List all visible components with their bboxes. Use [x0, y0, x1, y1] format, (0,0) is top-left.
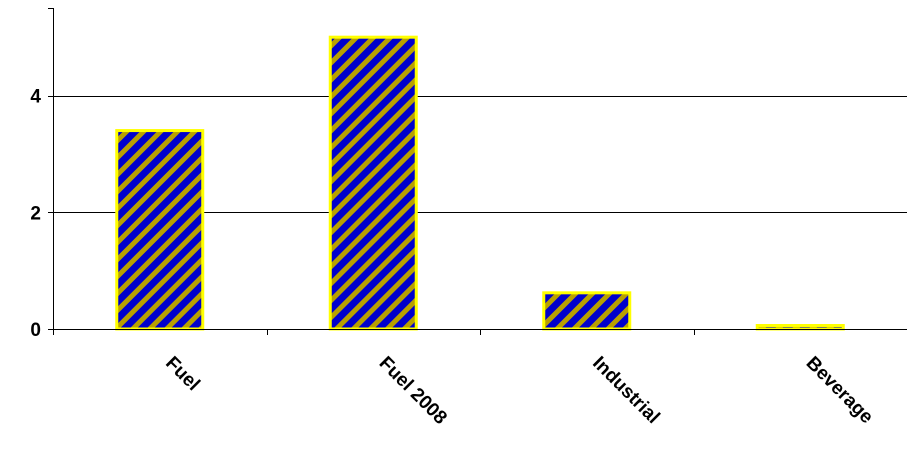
y-tick-label: 2 — [30, 203, 41, 224]
axes — [48, 8, 907, 335]
x-category-label: Fuel 2008 — [375, 353, 451, 429]
x-category-label: Fuel — [161, 353, 203, 395]
bar-industrial — [542, 291, 632, 331]
x-category-label: Industrial — [588, 353, 663, 428]
x-category-labels: Fuel Fuel 2008 Industrial Beverage — [161, 353, 877, 429]
bar-beverage — [755, 323, 845, 331]
bar-fuel-2008 — [328, 35, 418, 331]
bars — [115, 35, 845, 331]
bar-fuel — [115, 129, 205, 331]
x-category-label: Beverage — [802, 353, 877, 428]
y-tick-labels: 0 2 4 — [30, 87, 41, 341]
y-tick-label: 0 — [30, 320, 41, 341]
y-tick-label: 4 — [30, 87, 41, 108]
